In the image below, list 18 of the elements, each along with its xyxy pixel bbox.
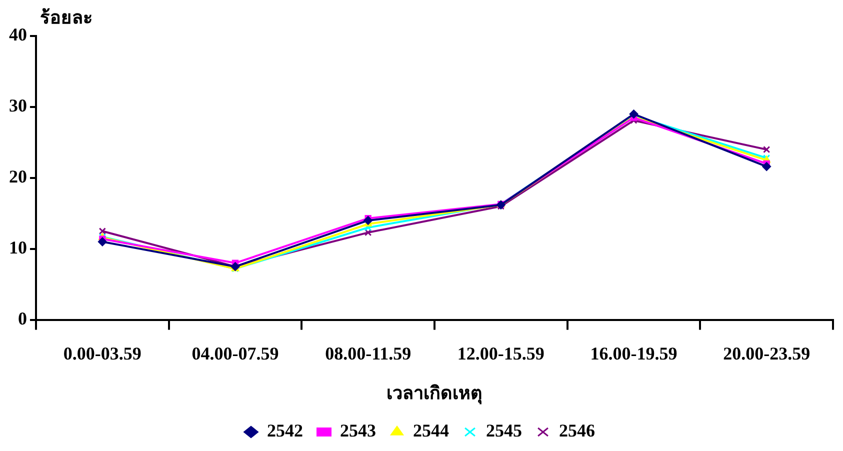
legend-label: 2542 [267,420,303,441]
legend-label: 2544 [413,420,449,441]
y-axis-title: ร้อยละ [40,8,93,28]
y-tick-label: 30 [9,96,27,116]
y-tick-label: 10 [9,238,27,258]
x-tick-label: 12.00-15.59 [457,343,544,364]
x-tick-label: 08.00-11.59 [325,343,412,364]
x-tick-label: 0.00-03.59 [63,343,142,364]
x-tick-label: 16.00-19.59 [590,343,678,364]
legend-label: 2543 [340,420,376,441]
legend-label: 2546 [559,420,595,441]
y-tick-label: 40 [9,24,27,45]
x-axis-title: เวลาเกิดเหตุ [386,382,482,405]
legend-label: 2545 [486,420,522,441]
y-tick-label: 0 [18,308,27,328]
y-tick-label: 20 [9,166,27,187]
x-tick-label: 20.00-23.59 [723,343,810,364]
x-tick-label: 04.00-07.59 [192,343,279,364]
